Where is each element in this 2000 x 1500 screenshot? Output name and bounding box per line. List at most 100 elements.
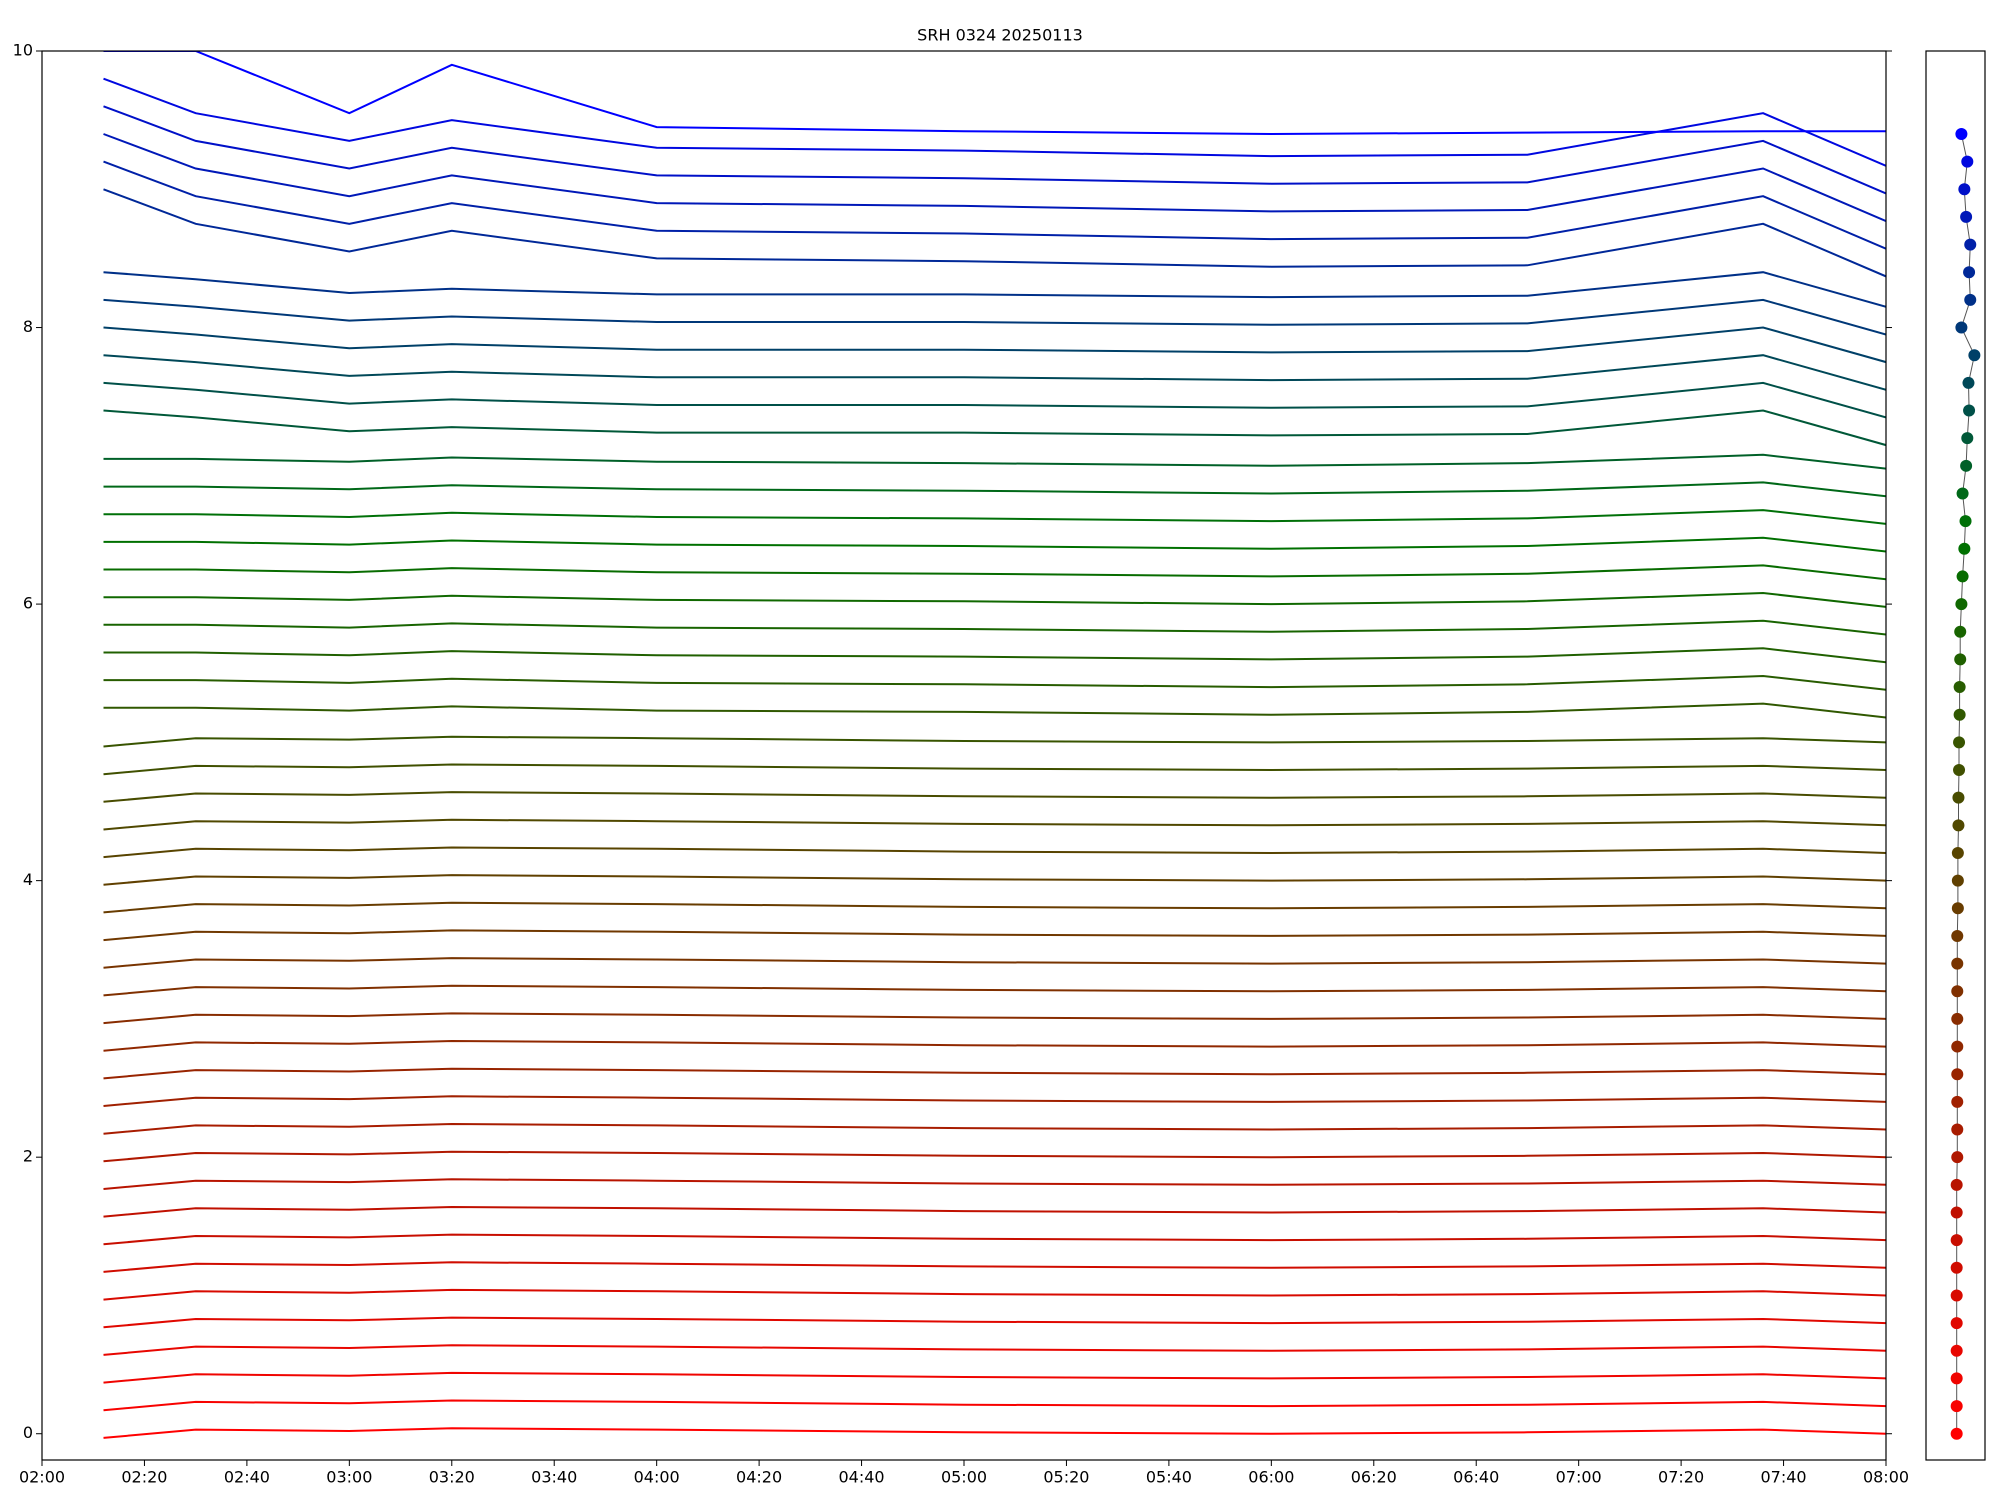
- dot: [1954, 653, 1967, 666]
- chart-title: SRH 0324 20250113: [917, 26, 1083, 45]
- dot: [1950, 1427, 1963, 1440]
- trace-line: [103, 1122, 1886, 1135]
- trace-line: [103, 763, 1886, 776]
- trace-line: [103, 1261, 1886, 1273]
- trace-line: [103, 1039, 1886, 1052]
- dot: [1951, 1068, 1964, 1081]
- trace-line: [103, 1067, 1886, 1080]
- trace-line: [103, 1178, 1886, 1190]
- x-tick-label: 06:00: [1248, 1468, 1294, 1487]
- trace-line: [103, 1233, 1886, 1246]
- dot: [1954, 625, 1967, 638]
- x-tick-label: 08:00: [1863, 1468, 1909, 1487]
- trace-line: [103, 702, 1886, 719]
- x-tick-label: 03:40: [531, 1468, 577, 1487]
- trace-line: [103, 133, 1886, 223]
- dot: [1950, 1178, 1963, 1191]
- x-tick-label: 07:40: [1761, 1468, 1807, 1487]
- dot: [1955, 321, 1968, 334]
- trace-line: [103, 326, 1886, 364]
- dot: [1951, 929, 1964, 942]
- trace-line: [103, 1095, 1886, 1107]
- dot: [1950, 1206, 1963, 1219]
- trace-line: [103, 1371, 1886, 1384]
- y-tick-label: 2: [23, 1147, 33, 1166]
- dot: [1953, 764, 1966, 777]
- x-tick-label: 06:40: [1453, 1468, 1499, 1487]
- dot: [1951, 1123, 1964, 1136]
- trace-line: [103, 984, 1886, 997]
- dot: [1955, 598, 1968, 611]
- trace-line: [103, 791, 1886, 803]
- trace-line: [103, 1399, 1886, 1412]
- x-tick-label: 03:00: [326, 1468, 372, 1487]
- plot-frame: [41, 50, 1887, 1461]
- trace-line: [103, 1427, 1886, 1439]
- dot: [1960, 459, 1973, 472]
- dot: [1951, 1012, 1964, 1025]
- dot: [1964, 238, 1977, 251]
- x-tick-label: 06:20: [1351, 1468, 1397, 1487]
- y-tick-label: 8: [23, 317, 33, 336]
- trace-line: [103, 160, 1886, 250]
- dot: [1963, 266, 1976, 279]
- dot: [1952, 791, 1965, 804]
- trace-line: [103, 77, 1886, 167]
- dot: [1955, 127, 1968, 140]
- dot: [1963, 404, 1976, 417]
- y-tick-label: 4: [23, 870, 33, 889]
- dot: [1951, 1151, 1964, 1164]
- dot: [1950, 1400, 1963, 1413]
- trace-line: [103, 1150, 1886, 1163]
- dot: [1950, 1344, 1963, 1357]
- trace-line: [103, 51, 1886, 136]
- dot: [1961, 155, 1974, 168]
- trace-line: [103, 957, 1886, 969]
- x-tick-label: 05:00: [941, 1468, 987, 1487]
- y-tick-label: 6: [23, 594, 33, 613]
- trace-line: [103, 1288, 1886, 1301]
- trace-line: [103, 901, 1886, 914]
- dot: [1968, 349, 1981, 362]
- y-tick-label: 0: [23, 1423, 33, 1442]
- x-tick-label: 04:00: [634, 1468, 680, 1487]
- dot: [1950, 1234, 1963, 1247]
- trace-line: [103, 874, 1886, 886]
- x-tick-label: 02:00: [19, 1468, 65, 1487]
- trace-line: [103, 818, 1886, 831]
- x-tick-label: 04:40: [839, 1468, 885, 1487]
- dot: [1950, 1289, 1963, 1302]
- dot: [1953, 736, 1966, 749]
- dot: [1951, 902, 1964, 915]
- dot: [1956, 570, 1969, 583]
- dot: [1950, 1317, 1963, 1330]
- traces: [103, 51, 1886, 1439]
- dot: [1950, 1261, 1963, 1274]
- trace-line: [103, 536, 1886, 553]
- trace-line: [103, 481, 1886, 498]
- trace-line: [103, 674, 1886, 691]
- trace-line: [103, 1205, 1886, 1218]
- trace-line: [103, 271, 1886, 308]
- trace-line: [103, 381, 1886, 419]
- trace-line: [103, 591, 1886, 608]
- trace-line: [103, 188, 1886, 278]
- side-frame: [1925, 50, 1986, 1461]
- dot: [1951, 874, 1964, 887]
- dot: [1958, 542, 1971, 555]
- trace-line: [103, 647, 1886, 664]
- dot: [1961, 432, 1974, 445]
- x-tick-label: 07:00: [1556, 1468, 1602, 1487]
- x-tick-label: 03:20: [429, 1468, 475, 1487]
- trace-line: [103, 354, 1886, 391]
- trace-line: [103, 509, 1886, 525]
- dot: [1951, 957, 1964, 970]
- y-tick-label: 10: [13, 41, 33, 60]
- dot: [1951, 1040, 1964, 1053]
- x-tick-label: 02:20: [121, 1468, 167, 1487]
- trace-line: [103, 929, 1886, 942]
- trace-line: [103, 1316, 1886, 1329]
- trace-line: [103, 619, 1886, 636]
